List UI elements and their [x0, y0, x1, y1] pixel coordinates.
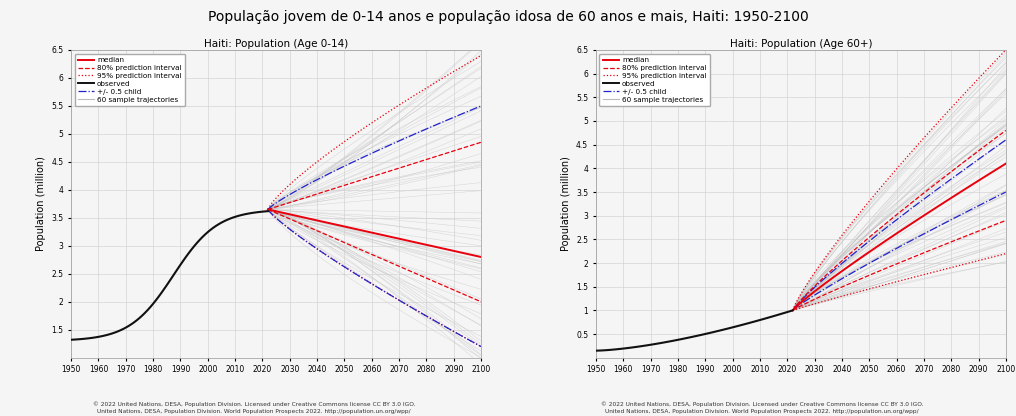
Y-axis label: Population (million): Population (million) [561, 156, 571, 251]
Text: População jovem de 0-14 anos e população idosa de 60 anos e mais, Haiti: 1950-21: População jovem de 0-14 anos e população… [207, 10, 809, 25]
Text: © 2022 United Nations, DESA, Population Division. Licensed under Creative Common: © 2022 United Nations, DESA, Population … [92, 402, 416, 414]
Title: Haiti: Population (Age 0-14): Haiti: Population (Age 0-14) [204, 39, 348, 49]
Legend: median, 80% prediction interval, 95% prediction interval, observed, +/- 0.5 chil: median, 80% prediction interval, 95% pre… [599, 54, 710, 106]
Title: Haiti: Population (Age 60+): Haiti: Population (Age 60+) [729, 39, 872, 49]
Text: © 2022 United Nations, DESA, Population Division. Licensed under Creative Common: © 2022 United Nations, DESA, Population … [600, 402, 924, 414]
Y-axis label: Population (million): Population (million) [36, 156, 46, 251]
Legend: median, 80% prediction interval, 95% prediction interval, observed, +/- 0.5 chil: median, 80% prediction interval, 95% pre… [75, 54, 185, 106]
